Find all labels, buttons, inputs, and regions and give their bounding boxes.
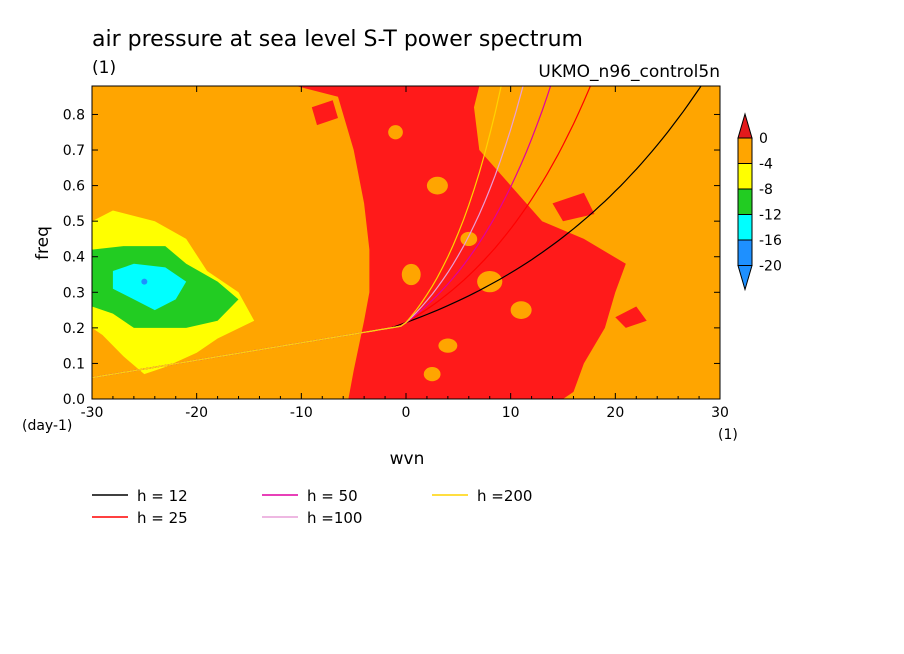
y-tick-label: 0.0 [63, 392, 85, 408]
legend: h = 12 h = 25 h = 50 h =100 h =200 [92, 487, 532, 527]
y-tick-label: 0.1 [63, 356, 85, 372]
x-tick-label: 20 [606, 405, 624, 421]
region-level-minus-4 [426, 176, 448, 195]
colorbar-upper-arrow [737, 112, 753, 139]
x-tick-label: 10 [502, 405, 520, 421]
y-tick-label: 0.7 [63, 143, 85, 159]
region-level-minus-4 [477, 270, 503, 293]
region-level-minus-4 [388, 125, 403, 140]
colorbar-swatch [737, 214, 753, 241]
y-axis-ticks: 0.0 0.1 0.2 0.3 0.4 0.5 0.6 0.7 0.8 [63, 107, 720, 408]
x-tick-label: -10 [290, 405, 313, 421]
region-level-minus-16 [112, 263, 187, 311]
dispersion-curves [92, 86, 702, 379]
y-tick-label: 0.3 [63, 285, 85, 301]
model-label: UKMO_n96_control5n [538, 62, 720, 82]
legend-label: h = 12 [137, 487, 188, 505]
region-level-minus-4 [438, 338, 458, 353]
colorbar-label: 0 [759, 131, 768, 147]
x-tick-label: -30 [81, 405, 104, 421]
colorbar-lower-arrow [737, 265, 753, 292]
legend-label: h = 50 [307, 487, 358, 505]
colorbar-label: -8 [759, 182, 773, 198]
colorbar-label: -12 [759, 208, 782, 224]
chart-title: air pressure at sea level S-T power spec… [92, 27, 583, 52]
contour-regions [92, 86, 647, 399]
region-level-0 [311, 100, 338, 126]
region-level-0 [552, 192, 595, 222]
region-level-minus-4 [510, 301, 532, 319]
y-tick-label: 0.4 [63, 250, 85, 266]
colorbar-swatch [737, 239, 753, 266]
colorbar: 0 -4 -8 -12 -16 -20 [737, 112, 782, 292]
region-level-0 [615, 306, 647, 328]
colorbar-swatch [737, 163, 753, 190]
colorbar-label: -16 [759, 233, 782, 249]
y-tick-label: 0.5 [63, 214, 85, 230]
x-axis-ticks: -30 -20 -10 0 10 20 30 [81, 86, 729, 421]
x-tick-label: -20 [185, 405, 208, 421]
region-level-0 [296, 86, 626, 399]
legend-label: h =200 [477, 487, 532, 505]
y-tick-label: 0.8 [63, 107, 85, 123]
region-level-minus-4 [423, 367, 441, 382]
colorbar-label: -4 [759, 157, 773, 173]
y-tick-label: 0.6 [63, 179, 85, 195]
region-level-minus-20 [141, 278, 148, 285]
y-unit-label: (day-1) [22, 418, 72, 434]
region-level-minus-4 [460, 231, 478, 247]
legend-label: h =100 [307, 509, 362, 527]
colorbar-swatch [737, 137, 753, 164]
colorbar-swatch [737, 188, 753, 215]
region-level-minus-4 [401, 263, 421, 286]
x-axis-label: wvn [390, 449, 425, 469]
y-tick-label: 0.2 [63, 321, 85, 337]
legend-label: h = 25 [137, 509, 188, 527]
chart-units: (1) [92, 58, 116, 78]
x-tick-label: 0 [402, 405, 411, 421]
colorbar-label: -20 [759, 259, 782, 275]
x-unit-label: (1) [718, 427, 738, 443]
x-tick-label: 30 [711, 405, 729, 421]
curve-h200 [92, 86, 502, 379]
plot-area [91, 85, 721, 400]
y-axis-label: freq [33, 226, 53, 260]
